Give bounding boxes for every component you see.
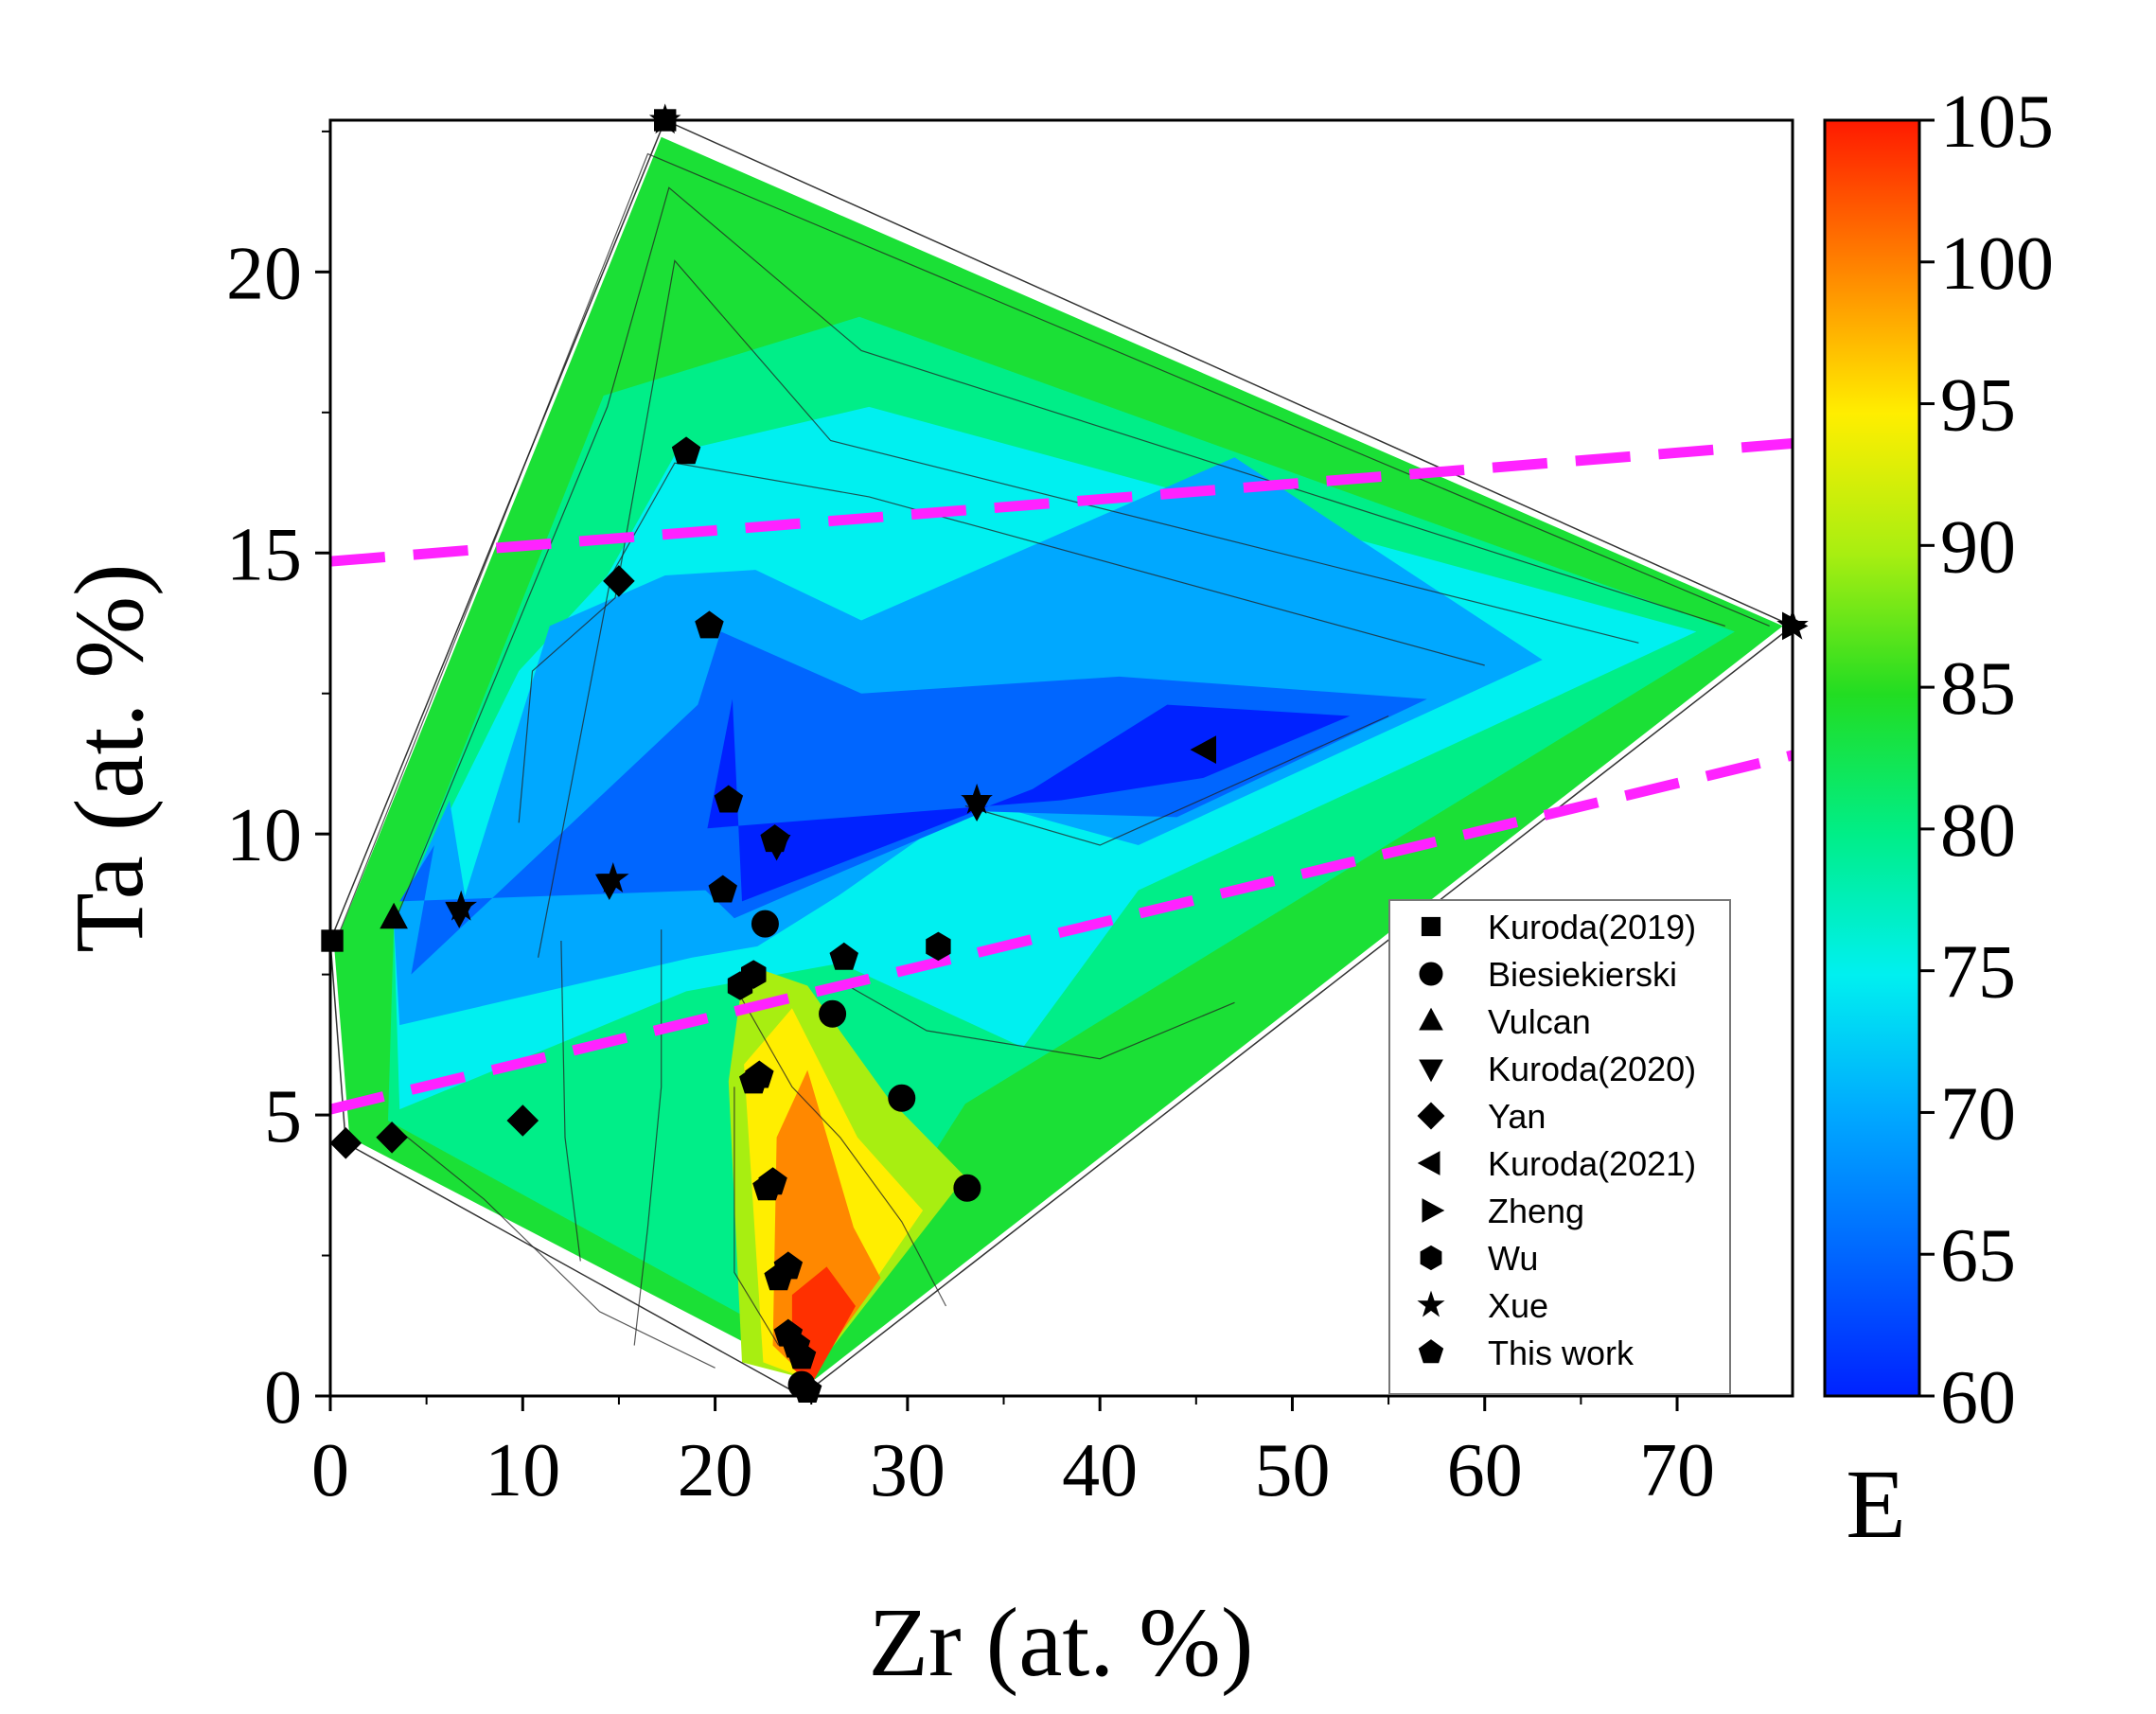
legend-label: Biesiekierski: [1488, 955, 1677, 994]
data-point-pentagon-3: [708, 875, 737, 903]
data-point-diamond-3: [603, 565, 635, 597]
contour-line-3: [538, 462, 1485, 958]
data-point-star-1: [597, 862, 629, 892]
contour-line-6: [560, 940, 581, 1262]
legend-marker-hexagon: [1420, 1245, 1442, 1271]
data-point-diamond-2: [506, 1104, 539, 1137]
x-tick-label: 20: [678, 1429, 753, 1512]
data-point-circle-0: [751, 910, 779, 938]
colorbar-tick-label: 60: [1940, 1356, 2016, 1440]
legend-marker-diamond: [1417, 1102, 1445, 1130]
guide-lines: [330, 438, 1793, 1115]
data-point-circle-3: [953, 1174, 981, 1202]
contour-region-5: [707, 698, 1351, 902]
contour-line-0: [335, 152, 1770, 942]
contour-line-7: [733, 1087, 780, 1346]
colorbar-tick-label: 65: [1940, 1214, 2016, 1298]
x-tick-label: 30: [870, 1429, 945, 1512]
contour-line-5: [633, 929, 663, 1346]
data-point-pentagon-0: [671, 436, 701, 465]
x-tick-label: 10: [485, 1429, 560, 1512]
legend-marker-pentagon: [1418, 1339, 1444, 1364]
colorbar-tick-label: 90: [1940, 505, 2016, 589]
colorbar-tick-label: 105: [1940, 80, 2054, 164]
data-point-star-3: [961, 783, 993, 814]
contour-line-9: [393, 1125, 716, 1369]
data-point-diamond-0: [329, 1126, 362, 1159]
data-point-diamond-1: [376, 1121, 408, 1154]
data-point-hexagon-0: [926, 931, 951, 962]
data-point-pentagon-5: [829, 942, 858, 970]
legend-label: Vulcan: [1488, 1002, 1591, 1041]
x-axis-title: Zr (at. %): [868, 1588, 1253, 1697]
x-tick-label: 50: [1254, 1429, 1330, 1512]
legend-label: This work: [1488, 1334, 1635, 1372]
colorbar-title: E: [1846, 1450, 1906, 1559]
data-point-star-2: [445, 890, 477, 921]
colorbar-tick-label: 80: [1940, 789, 2016, 873]
x-tick-label: 0: [311, 1429, 349, 1512]
data-point-pentagon-11: [773, 1251, 804, 1280]
data-point-triangle-up-0: [380, 902, 408, 929]
colorbar-tick-label: 95: [1940, 364, 2016, 448]
colorbar-tick-label: 100: [1940, 222, 2054, 306]
legend-label: Kuroda(2019): [1488, 908, 1696, 946]
contour-line-1: [393, 186, 1725, 925]
colorbar-axis: 60 65 70 75 80 85 90 95 100 105: [1919, 80, 2054, 1440]
legend-label: Zheng: [1488, 1192, 1584, 1230]
x-tick-label: 70: [1639, 1429, 1715, 1512]
data-point-circle-1: [819, 999, 847, 1028]
legend-marker-triangle-up: [1419, 1007, 1443, 1031]
data-point-pentagon-1: [695, 610, 724, 639]
legend-marker-triangle-left: [1417, 1151, 1440, 1175]
legend-marker-triangle-right: [1422, 1198, 1445, 1223]
plot-frame: [328, 118, 1794, 1398]
dashed-guide-line-1: [330, 750, 1793, 1115]
data-point-pentagon-7: [745, 1060, 774, 1088]
legend-label: Kuroda(2020): [1488, 1050, 1696, 1088]
data-point-circle-2: [888, 1084, 916, 1112]
colorbar-tick-label: 75: [1940, 931, 2016, 1015]
legend-marker-triangle-down: [1419, 1059, 1443, 1083]
x-tick-label: 60: [1447, 1429, 1523, 1512]
colorbar-tick-label: 70: [1940, 1072, 2016, 1156]
y-tick-label: 15: [226, 513, 302, 596]
data-point-pentagon-4: [760, 824, 789, 853]
legend: Kuroda(2019) Biesiekierski Vulcan Kuroda(20…: [1388, 899, 1731, 1395]
y-axis: 0 5 10 15 20: [226, 130, 330, 1440]
data-point-star-0: [648, 103, 681, 134]
data-point-pentagon-9: [758, 1167, 787, 1195]
colorbar-tick-label: 85: [1940, 647, 2016, 731]
legend-label: Yan: [1488, 1097, 1546, 1136]
legend-marker-circle: [1419, 962, 1443, 986]
x-axis: 0 10 20 30 40 50 60 70: [311, 1396, 1715, 1512]
legend-label: Kuroda(2021): [1488, 1144, 1696, 1183]
x-tick-label: 40: [1062, 1429, 1138, 1512]
legend-label: Wu: [1488, 1239, 1538, 1278]
contour-line-10: [964, 715, 1389, 846]
data-point-triangle-left-0: [1190, 735, 1216, 764]
legend-marker-square: [1421, 916, 1441, 937]
contour-line-2: [518, 259, 1639, 823]
colorbar: [1823, 118, 1921, 1398]
data-point-hexagon-2: [741, 960, 767, 989]
y-tick-label: 5: [264, 1075, 302, 1158]
data-point-square-0: [321, 929, 344, 952]
legend-marker-star: [1417, 1290, 1445, 1317]
legend-box: [1388, 899, 1731, 1395]
y-tick-label: 20: [226, 232, 302, 315]
contour-line-8: [847, 984, 1235, 1060]
data-point-pentagon-2: [714, 785, 744, 813]
legend-label: Xue: [1488, 1286, 1548, 1325]
contour-line-4: [733, 985, 947, 1307]
contour-lines: [335, 152, 1770, 1369]
data-point-pentagon-14: [786, 1341, 817, 1369]
y-axis-title: Ta (at. %): [55, 563, 164, 952]
y-tick-label: 0: [264, 1356, 302, 1440]
y-tick-label: 10: [226, 794, 302, 877]
